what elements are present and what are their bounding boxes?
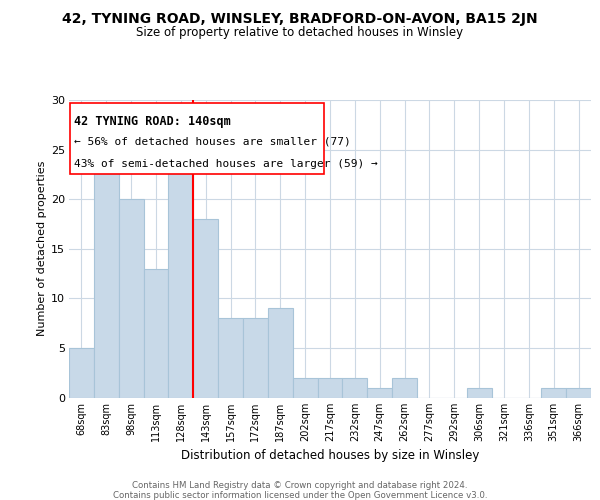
Bar bbox=[392, 378, 417, 398]
Y-axis label: Number of detached properties: Number of detached properties bbox=[37, 161, 47, 336]
Bar bbox=[293, 378, 317, 398]
X-axis label: Distribution of detached houses by size in Winsley: Distribution of detached houses by size … bbox=[181, 450, 479, 462]
Bar bbox=[268, 308, 293, 398]
Bar bbox=[69, 348, 94, 398]
Bar bbox=[218, 318, 243, 398]
Text: Contains HM Land Registry data © Crown copyright and database right 2024.: Contains HM Land Registry data © Crown c… bbox=[132, 481, 468, 490]
Bar bbox=[119, 199, 143, 398]
Bar bbox=[367, 388, 392, 398]
Text: 42, TYNING ROAD, WINSLEY, BRADFORD-ON-AVON, BA15 2JN: 42, TYNING ROAD, WINSLEY, BRADFORD-ON-AV… bbox=[62, 12, 538, 26]
Bar bbox=[343, 378, 367, 398]
Bar bbox=[541, 388, 566, 398]
FancyBboxPatch shape bbox=[70, 103, 324, 174]
Bar bbox=[169, 170, 193, 398]
Bar bbox=[143, 268, 169, 398]
Text: 42 TYNING ROAD: 140sqm: 42 TYNING ROAD: 140sqm bbox=[74, 115, 231, 128]
Bar bbox=[467, 388, 491, 398]
Bar bbox=[566, 388, 591, 398]
Bar bbox=[94, 150, 119, 398]
Bar bbox=[243, 318, 268, 398]
Text: Contains public sector information licensed under the Open Government Licence v3: Contains public sector information licen… bbox=[113, 491, 487, 500]
Bar bbox=[317, 378, 343, 398]
Text: ← 56% of detached houses are smaller (77): ← 56% of detached houses are smaller (77… bbox=[74, 136, 351, 146]
Text: 43% of semi-detached houses are larger (59) →: 43% of semi-detached houses are larger (… bbox=[74, 158, 378, 168]
Bar bbox=[193, 219, 218, 398]
Text: Size of property relative to detached houses in Winsley: Size of property relative to detached ho… bbox=[136, 26, 464, 39]
